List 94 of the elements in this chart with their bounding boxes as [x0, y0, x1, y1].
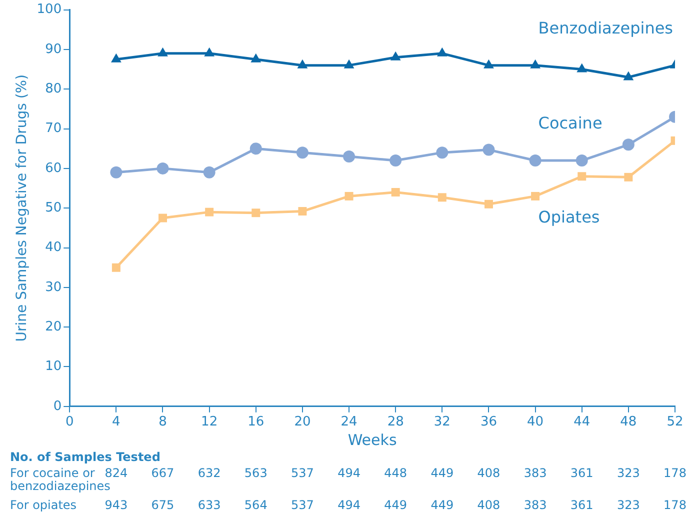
text: 408	[477, 498, 500, 512]
point	[297, 59, 308, 68]
point	[390, 51, 401, 60]
point	[530, 59, 540, 68]
point	[531, 192, 540, 200]
text: 494	[338, 466, 360, 480]
x-tick-label: 44	[574, 414, 590, 430]
point	[438, 193, 446, 202]
point	[158, 214, 167, 222]
point	[158, 47, 168, 56]
point	[250, 142, 262, 155]
y-tick-label: 90	[45, 42, 62, 57]
point	[578, 172, 586, 181]
x-tick-label: 36	[480, 414, 497, 430]
x-tick-label: 0	[65, 414, 74, 430]
point	[436, 146, 448, 159]
y-tick-label: 50	[45, 200, 62, 216]
x-tick-label: 32	[434, 414, 450, 430]
x-tick-label: 16	[248, 414, 264, 430]
series-label: Cocaine	[538, 114, 602, 133]
text: 323	[616, 498, 640, 512]
point	[110, 166, 122, 178]
text: 361	[570, 466, 594, 480]
text: 563	[244, 466, 268, 480]
y-tick-label: 70	[45, 121, 62, 136]
text: No. of Samples Tested	[10, 450, 160, 464]
text: 178	[664, 498, 686, 512]
x-axis-title: Weeks	[348, 430, 397, 449]
x-tick-label: 24	[340, 414, 358, 430]
text: 449	[384, 498, 408, 512]
y-tick-label: 10	[45, 359, 62, 374]
x-tick-label: 4	[112, 414, 120, 430]
point	[204, 47, 215, 56]
text: 449	[430, 466, 454, 480]
text: 361	[570, 498, 594, 512]
x-tick-label: 28	[387, 414, 404, 430]
point	[622, 138, 634, 151]
point	[623, 71, 634, 80]
series-label: Opiates	[538, 207, 600, 226]
text: 178	[664, 466, 686, 480]
point	[390, 154, 402, 167]
point	[576, 154, 588, 167]
point	[344, 59, 354, 68]
point	[484, 200, 493, 208]
text: 449	[430, 498, 454, 512]
point	[484, 59, 494, 68]
point	[576, 63, 588, 72]
point	[205, 208, 214, 216]
point	[344, 192, 354, 200]
x-tick-label: 8	[158, 414, 167, 430]
text: 632	[198, 466, 221, 480]
y-tick-label: 80	[45, 81, 62, 96]
text: 383	[524, 498, 547, 512]
point	[296, 146, 308, 159]
point	[203, 166, 216, 178]
text: 448	[384, 466, 408, 480]
y-tick-label: 100	[36, 2, 62, 18]
text: For opiates	[10, 498, 77, 512]
y-tick-label: 0	[53, 398, 62, 414]
text: 494	[338, 498, 360, 512]
text: 537	[291, 498, 314, 512]
text: 824	[104, 466, 128, 480]
y-tick-label: 30	[45, 280, 62, 295]
text: 537	[291, 466, 314, 480]
y-tick-label: 40	[45, 240, 62, 256]
point	[529, 154, 542, 167]
x-tick-label: 52	[666, 414, 684, 430]
x-tick-label: 20	[294, 414, 311, 430]
point	[112, 263, 120, 272]
y-axis-title: Urine Samples Negative for Drugs (%)	[14, 74, 30, 342]
text: 408	[477, 466, 500, 480]
series-label: Benzodiazepines	[538, 18, 674, 38]
point	[391, 188, 400, 196]
text: 323	[616, 466, 640, 480]
text: 383	[524, 466, 547, 480]
point	[436, 47, 448, 56]
point	[252, 208, 260, 218]
x-tick-label: 48	[620, 414, 637, 430]
y-tick-label: 60	[45, 160, 62, 176]
point	[156, 162, 169, 174]
point	[250, 53, 262, 62]
text: 667	[151, 466, 174, 480]
point	[482, 144, 495, 156]
point	[298, 207, 307, 216]
point	[624, 172, 633, 182]
text: 564	[244, 498, 268, 512]
x-tick-label: 40	[527, 414, 544, 430]
x-tick-label: 12	[201, 414, 218, 430]
point	[110, 53, 122, 62]
text: 943	[104, 498, 128, 512]
text: 675	[151, 498, 174, 512]
y-tick-label: 20	[45, 319, 62, 334]
text: 633	[198, 498, 221, 512]
point	[343, 150, 356, 163]
